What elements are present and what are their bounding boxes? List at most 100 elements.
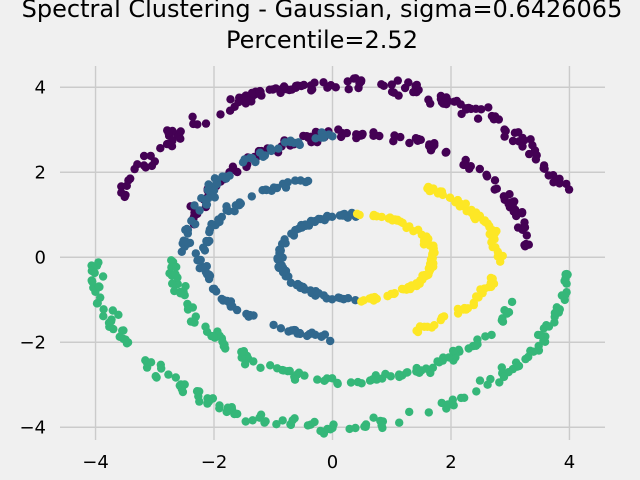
x-tick-label: −4 [82,452,109,473]
scatter-point [460,393,469,402]
scatter-point [475,164,484,174]
scatter-point [564,185,574,194]
scatter-point [326,336,335,346]
scatter-point [303,421,313,430]
scatter-point [426,99,435,108]
scatter-point [95,282,104,292]
scatter-point [461,160,470,170]
scatter-point [285,366,294,376]
scatter-point [435,358,444,367]
scatter-point [204,397,213,406]
scatter-point [297,223,306,232]
scatter-point [269,320,278,330]
scatter-point [406,284,415,294]
scatter-point [357,297,366,306]
chart-title-line1: Spectral Clustering - Gaussian, sigma=0.… [22,0,623,23]
scatter-point [428,249,437,259]
scatter-point [490,176,500,185]
scatter-point [172,262,181,272]
scatter-point [157,364,166,373]
scatter-point [404,78,413,87]
scatter-point [418,275,427,284]
scatter-point [294,138,303,147]
scatter-point [323,212,333,221]
y-tick-label: 0 [35,247,46,268]
scatter-point [409,87,418,97]
scatter-point [405,407,414,417]
scatter-point [218,337,227,346]
scatter-point [379,81,388,91]
scatter-point [215,401,224,410]
scatter-point [237,347,246,357]
scatter-point [352,209,362,218]
scatter-point [248,416,257,425]
scatter-point [288,416,297,425]
scatter-point [311,134,320,143]
scatter-point [210,284,219,293]
scatter-point [377,421,386,430]
scatter-point [222,206,231,215]
scatter-point [485,223,494,232]
scatter-point [171,270,180,279]
scatter-point [343,77,352,86]
scatter-point [130,164,139,174]
scatter-point [195,206,204,215]
scatter-point [560,276,569,286]
scatter-point [202,327,212,336]
scatter-point [509,207,518,216]
scatter-point [249,311,258,320]
y-tick-label: −2 [19,332,46,353]
scatter-point [186,317,196,326]
scatter-point [90,268,99,278]
scatter-point [272,420,281,429]
scatter-point [317,332,326,341]
scatter-point [486,278,495,288]
scatter-point [472,292,481,301]
scatter-point [266,361,275,370]
scatter-point [320,376,329,385]
scatter-point [302,331,312,341]
scatter-point [402,223,411,233]
scatter-point [518,208,527,217]
scatter-point [307,86,316,95]
scatter-point [424,408,433,417]
scatter-point [223,296,232,306]
scatter-point [487,330,496,340]
scatter-point [291,176,300,185]
scatter-point [340,211,349,220]
scatter-point [394,91,403,100]
scatter-point [214,215,223,224]
scatter-point [196,255,205,265]
scatter-point [204,180,213,189]
scatter-point [197,194,206,203]
scatter-point [387,214,396,224]
scatter-point [368,375,377,384]
scatter-point [520,223,530,232]
scatter-point [520,242,530,251]
scatter-point [292,280,301,290]
scatter-point [481,332,490,341]
scatter-point [343,294,353,303]
scatter-point [423,322,432,331]
scatter-point [226,95,235,104]
scatter-point [267,146,276,156]
scatter-point [487,111,497,121]
scatter-point [426,186,435,196]
scatter-point [228,302,237,311]
scatter-point [479,216,488,225]
scatter-point [473,114,483,123]
scatter-point [99,305,108,314]
x-tick-label: 0 [327,452,338,473]
scatter-point [443,400,453,409]
scatter-point [369,413,378,422]
chart-title-line2: Percentile=2.52 [226,26,418,54]
scatter-point [176,127,185,136]
scatter-point [529,347,538,356]
scatter-point [484,103,493,112]
scatter-point [202,236,211,246]
scatter-point [409,227,418,236]
scatter-point [395,372,404,382]
scatter-point [181,282,190,291]
scatter-point [256,410,266,419]
